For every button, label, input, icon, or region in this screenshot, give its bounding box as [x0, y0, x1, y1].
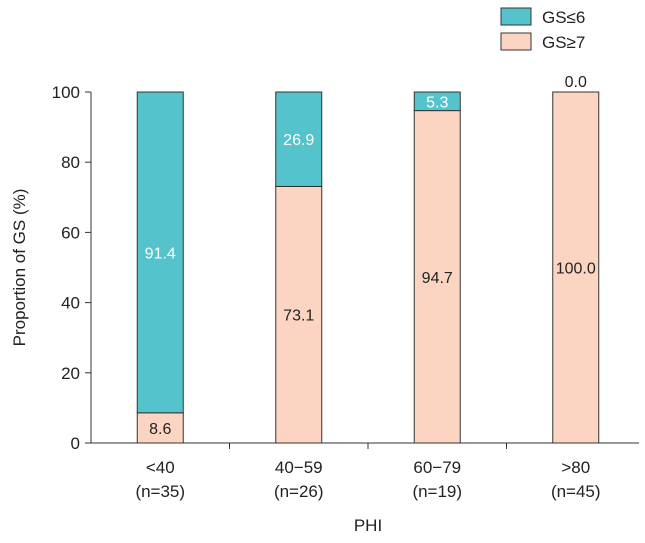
y-axis-title: Proportion of GS (%)	[10, 189, 29, 347]
bar-value-label: 73.1	[283, 308, 314, 325]
y-tick-label: 100	[52, 83, 80, 102]
y-ticks: 0 20 40 60 80 100	[52, 83, 91, 453]
axes	[90, 92, 639, 444]
bar-segment-gs-ge-7-2	[413, 110, 461, 444]
bar-value-label: 94.7	[422, 270, 453, 287]
bar-value-label: 100.0	[556, 261, 596, 278]
x-ticks: <40 (n=35) 40−59 (n=26) 60−79 (n=19) >80 (n=45)	[135, 443, 601, 501]
bar-segment-gs-le-6-2	[413, 91, 461, 112]
legend-label: GS≥7	[542, 33, 585, 52]
bar-labels: 8.6 91.4 73.1 26.9 94.7 5.3 100.0 0.0	[145, 74, 596, 438]
bar-value-label: 26.9	[283, 132, 314, 149]
legend-swatch-gs-ge-7	[500, 32, 532, 51]
bar-segment-gs-le-6-1	[275, 91, 323, 187]
x-category-label: <40	[146, 458, 175, 477]
bar-value-label: 0.0	[565, 74, 587, 91]
legend-label: GS≤6	[542, 8, 585, 27]
x-category-sublabel: (n=26)	[274, 482, 324, 501]
bar-value-label: 5.3	[426, 94, 448, 111]
bar-segment-gs-ge-7-0	[136, 412, 184, 444]
x-category-sublabel: (n=45)	[551, 482, 601, 501]
x-category-sublabel: (n=35)	[135, 482, 185, 501]
y-tick-label: 20	[61, 364, 80, 383]
bar-segment-gs-le-6-0	[136, 91, 184, 414]
y-tick-label: 0	[71, 434, 80, 453]
x-category-label: 40−59	[275, 458, 323, 477]
legend: GS≤6 GS≥7	[500, 7, 585, 52]
legend-swatch-gs-le-6	[500, 7, 532, 26]
x-category-label: >80	[561, 458, 590, 477]
y-tick-label: 80	[61, 153, 80, 172]
x-axis-title: PHI	[354, 516, 382, 535]
bar-value-label: 8.6	[149, 421, 171, 438]
x-category-sublabel: (n=19)	[412, 482, 462, 501]
y-tick-label: 40	[61, 294, 80, 313]
y-tick-label: 60	[61, 223, 80, 242]
x-category-label: 60−79	[413, 458, 461, 477]
bar-value-label: 91.4	[145, 245, 176, 262]
bars	[136, 91, 600, 444]
